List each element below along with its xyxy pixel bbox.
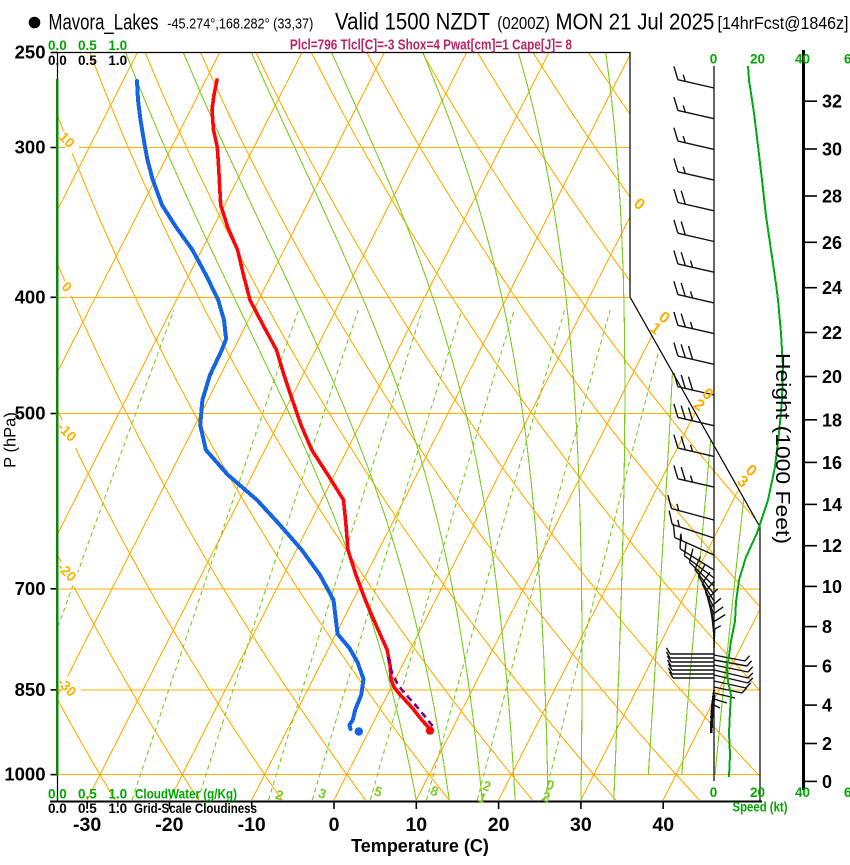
svg-text:60: 60: [844, 785, 850, 800]
svg-text:2: 2: [273, 787, 290, 805]
svg-text:20: 20: [822, 367, 842, 387]
svg-text:5: 5: [372, 783, 389, 801]
svg-text:20: 20: [750, 785, 765, 800]
svg-text:28: 28: [822, 187, 842, 207]
svg-text:30: 30: [822, 140, 842, 160]
svg-text:-10: -10: [238, 814, 266, 836]
svg-text:10: 10: [822, 577, 842, 597]
svg-text:1.0: 1.0: [108, 801, 127, 816]
svg-text:Temperature (C): Temperature (C): [351, 836, 489, 856]
svg-text:Valid 1500 NZDT: Valid 1500 NZDT: [335, 8, 490, 35]
svg-text:P (hPa): P (hPa): [2, 412, 20, 468]
svg-text:850: 850: [15, 679, 46, 700]
svg-text:1.0: 1.0: [108, 787, 127, 802]
svg-text:CloudWater (g/Kg): CloudWater (g/Kg): [135, 787, 237, 802]
svg-text:32: 32: [822, 92, 842, 112]
svg-text:Height (1000 Feet): Height (1000 Feet): [771, 353, 793, 544]
svg-text:1.0: 1.0: [108, 53, 127, 68]
svg-text:0: 0: [710, 785, 718, 800]
svg-text:8: 8: [428, 783, 445, 801]
svg-text:(0200Z): (0200Z): [497, 13, 549, 33]
svg-text:Speed (kt): Speed (kt): [733, 800, 788, 815]
svg-text:10: 10: [405, 814, 427, 836]
svg-text:8: 8: [822, 617, 832, 637]
svg-text:22: 22: [822, 323, 842, 343]
svg-text:Plcl=796 Tlcl[C]=-3 Shox=4 Pwa: Plcl=796 Tlcl[C]=-3 Shox=4 Pwat[cm]=1 Ca…: [290, 37, 572, 54]
svg-text:60: 60: [844, 52, 850, 67]
svg-text:12: 12: [822, 536, 842, 556]
svg-text:20: 20: [488, 814, 510, 836]
svg-text:700: 700: [15, 578, 46, 599]
svg-text:300: 300: [15, 137, 46, 158]
svg-text:0: 0: [329, 814, 340, 836]
svg-text:0.5: 0.5: [78, 801, 97, 816]
svg-text:400: 400: [15, 286, 46, 307]
svg-text:1000: 1000: [4, 764, 45, 785]
svg-text:30: 30: [570, 814, 592, 836]
svg-text:500: 500: [15, 403, 46, 424]
svg-text:MON 21 Jul 2025: MON 21 Jul 2025: [556, 8, 715, 34]
svg-text:250: 250: [15, 42, 46, 63]
svg-text:0.0: 0.0: [48, 787, 67, 802]
svg-text:4: 4: [822, 696, 832, 716]
svg-text:6: 6: [822, 657, 832, 677]
svg-text:24: 24: [822, 278, 842, 298]
svg-text:Mavora_Lakes: Mavora_Lakes: [49, 10, 159, 35]
svg-text:20: 20: [750, 52, 765, 67]
svg-text:[14hrFcst@1846z]: [14hrFcst@1846z]: [718, 13, 849, 33]
svg-text:-20: -20: [155, 814, 183, 836]
svg-text:0.0: 0.0: [48, 801, 67, 816]
svg-text:26: 26: [822, 233, 842, 253]
svg-text:14: 14: [822, 495, 842, 515]
svg-text:40: 40: [652, 814, 674, 836]
svg-text:0.5: 0.5: [78, 53, 97, 68]
svg-text:0: 0: [710, 52, 718, 67]
svg-text:3: 3: [316, 785, 333, 803]
svg-text:0.0: 0.0: [48, 53, 67, 68]
svg-text:0.0: 0.0: [48, 38, 67, 53]
svg-text:-30: -30: [73, 814, 101, 836]
svg-text:0.5: 0.5: [78, 787, 97, 802]
svg-text:40: 40: [795, 52, 810, 67]
svg-text:40: 40: [795, 785, 810, 800]
svg-text:0: 0: [822, 772, 832, 792]
svg-text:1.0: 1.0: [108, 38, 127, 53]
svg-text:Grid-Scale Cloudiness: Grid-Scale Cloudiness: [134, 801, 257, 816]
svg-text:18: 18: [822, 410, 842, 430]
svg-text:2: 2: [822, 734, 832, 754]
svg-text:-45.274°,168.282° (33,37): -45.274°,168.282° (33,37): [167, 17, 313, 33]
svg-text:16: 16: [822, 453, 842, 473]
svg-text:0.5: 0.5: [78, 38, 97, 53]
